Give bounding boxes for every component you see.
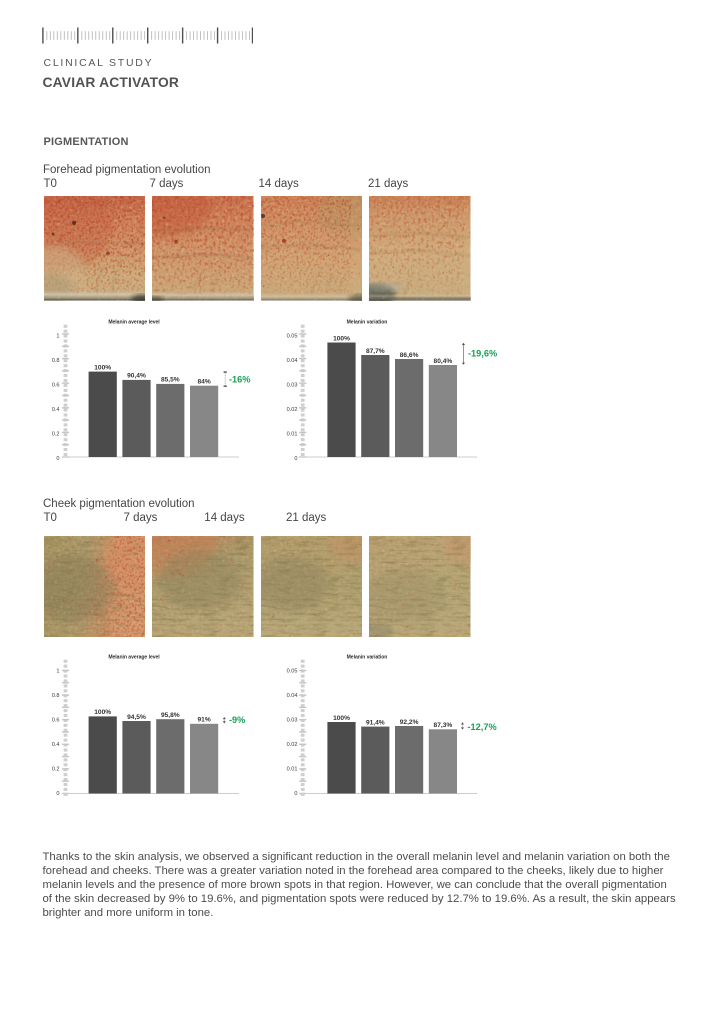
svg-text:0.2: 0.2 xyxy=(52,767,60,773)
svg-text:95,8%: 95,8% xyxy=(161,712,180,719)
svg-text:85,5%: 85,5% xyxy=(161,377,180,384)
svg-text:100%: 100% xyxy=(94,364,111,371)
svg-text:0.04: 0.04 xyxy=(287,358,298,364)
svg-text:86,6%: 86,6% xyxy=(400,352,419,359)
svg-text:0.6: 0.6 xyxy=(52,383,60,389)
svg-text:84%: 84% xyxy=(197,379,210,386)
svg-text:0.8: 0.8 xyxy=(52,358,60,364)
svg-text:0.02: 0.02 xyxy=(287,407,298,413)
svg-text:Melanin variation: Melanin variation xyxy=(347,320,388,326)
svg-text:0.05: 0.05 xyxy=(287,668,298,674)
svg-text:100%: 100% xyxy=(333,335,350,342)
svg-text:92,2%: 92,2% xyxy=(400,719,419,726)
svg-text:Melanin variation: Melanin variation xyxy=(347,655,388,661)
svg-text:0.02: 0.02 xyxy=(287,742,298,748)
svg-text:0.4: 0.4 xyxy=(52,407,60,413)
svg-text:1: 1 xyxy=(56,668,59,674)
svg-text:Melanin average level: Melanin average level xyxy=(108,655,160,661)
svg-text:0.2: 0.2 xyxy=(52,432,60,438)
svg-text:1: 1 xyxy=(56,333,59,339)
svg-text:91,4%: 91,4% xyxy=(366,719,385,726)
svg-text:0.8: 0.8 xyxy=(52,693,60,699)
svg-text:94,5%: 94,5% xyxy=(127,714,146,721)
svg-text:100%: 100% xyxy=(333,715,350,722)
svg-text:-16%: -16% xyxy=(229,375,250,385)
svg-text:91%: 91% xyxy=(197,717,210,724)
svg-text:0.01: 0.01 xyxy=(287,432,298,438)
svg-text:0.01: 0.01 xyxy=(287,767,298,773)
svg-text:0.6: 0.6 xyxy=(52,718,60,724)
svg-text:0.04: 0.04 xyxy=(287,693,298,699)
svg-text:0: 0 xyxy=(294,456,297,462)
svg-text:0: 0 xyxy=(56,791,59,797)
svg-text:87,3%: 87,3% xyxy=(434,722,453,729)
svg-text:100%: 100% xyxy=(94,709,111,716)
svg-text:87,7%: 87,7% xyxy=(366,348,385,355)
svg-text:90,4%: 90,4% xyxy=(127,373,146,380)
svg-text:0.03: 0.03 xyxy=(287,383,298,389)
svg-text:-19,6%: -19,6% xyxy=(468,349,497,359)
svg-text:0.05: 0.05 xyxy=(287,333,298,339)
svg-text:0.03: 0.03 xyxy=(287,718,298,724)
svg-text:0.4: 0.4 xyxy=(52,742,60,748)
svg-text:-9%: -9% xyxy=(229,715,245,725)
svg-text:Melanin average level: Melanin average level xyxy=(108,320,160,326)
svg-text:0: 0 xyxy=(294,791,297,797)
svg-text:80,4%: 80,4% xyxy=(434,358,453,365)
svg-text:-12,7%: -12,7% xyxy=(468,722,497,732)
svg-text:0: 0 xyxy=(56,456,59,462)
